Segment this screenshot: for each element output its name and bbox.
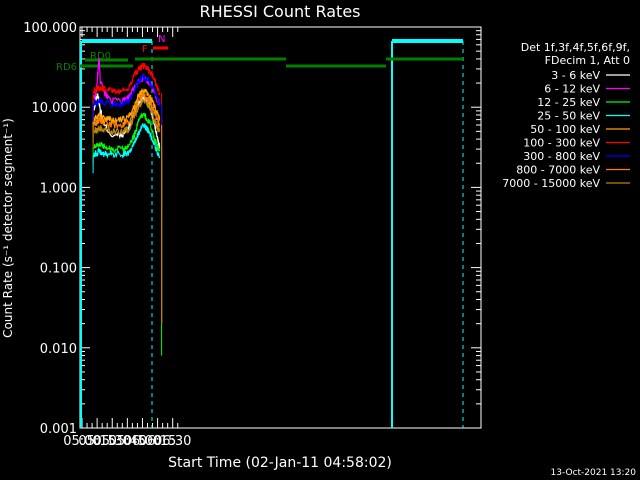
series-line [93, 92, 161, 129]
rd6-label: RD6 [56, 62, 77, 73]
x-tick-label: 05:00 [63, 434, 100, 449]
legend-entry-label: 12 - 25 keV [537, 96, 600, 109]
legend-header: Det 1f,3f,4f,5f,6f,9f, [521, 41, 630, 54]
x-tick-label: 06:30 [154, 434, 191, 449]
legend-header: FDecim 1, Att 0 [545, 54, 630, 67]
y-tick-label: 100.000 [23, 21, 77, 36]
y-tick-label: 0.010 [40, 342, 77, 357]
series-line [93, 72, 161, 109]
x-tick-label: 05:15 [78, 434, 115, 449]
y-tick-label: 10.000 [32, 101, 78, 116]
series-line [93, 62, 161, 96]
y-tick-label: 0.100 [40, 262, 77, 277]
legend-entry-label: 3 - 6 keV [551, 69, 600, 82]
legend-entry-label: 50 - 100 keV [530, 123, 600, 136]
flare-label: F [142, 44, 148, 55]
plot-frame [79, 26, 482, 429]
legend-entry-label: 800 - 7000 keV [516, 164, 600, 177]
legend-entry-label: 7000 - 15000 keV [502, 177, 600, 190]
series-line [93, 87, 161, 125]
plot-overlays: RD0 RD6 FN [56, 34, 464, 428]
rd0-label: RD0 [90, 51, 111, 62]
chart-title: RHESSI Count Rates [200, 2, 361, 21]
series-line [93, 98, 160, 137]
legend-entry-label: 300 - 800 keV [523, 150, 600, 163]
legend-entry-label: 25 - 50 keV [537, 110, 600, 123]
series-line [93, 123, 161, 159]
y-axis-label: Count Rate (s⁻¹ detector segment⁻¹) [1, 118, 15, 338]
x-axis-label: Start Time (02-Jan-11 04:58:02) [168, 455, 392, 471]
legend-entry-label: 6 - 12 keV [544, 83, 600, 96]
legend-entry-label: 100 - 300 keV [523, 137, 600, 150]
x-tick-label: 05:30 [94, 434, 131, 449]
x-tick-label: 06:00 [124, 434, 161, 449]
legend: Det 1f,3f,4f,5f,6f,9f,FDecim 1, Att 0 3 -… [502, 41, 630, 190]
footer-timestamp: 13-Oct-2021 13:20 [551, 468, 637, 478]
x-tick-label: 06:15 [139, 434, 176, 449]
x-tick-label: 05:45 [109, 434, 146, 449]
series-line [93, 57, 161, 106]
saa-label: N [158, 34, 165, 45]
y-tick-label: 0.001 [40, 422, 77, 437]
series-line [93, 112, 161, 154]
axis-ticks: 100.00010.0001.0000.1000.0100.00105:0005… [23, 21, 481, 449]
y-tick-label: 1.000 [40, 181, 77, 196]
series-lines [92, 57, 163, 356]
